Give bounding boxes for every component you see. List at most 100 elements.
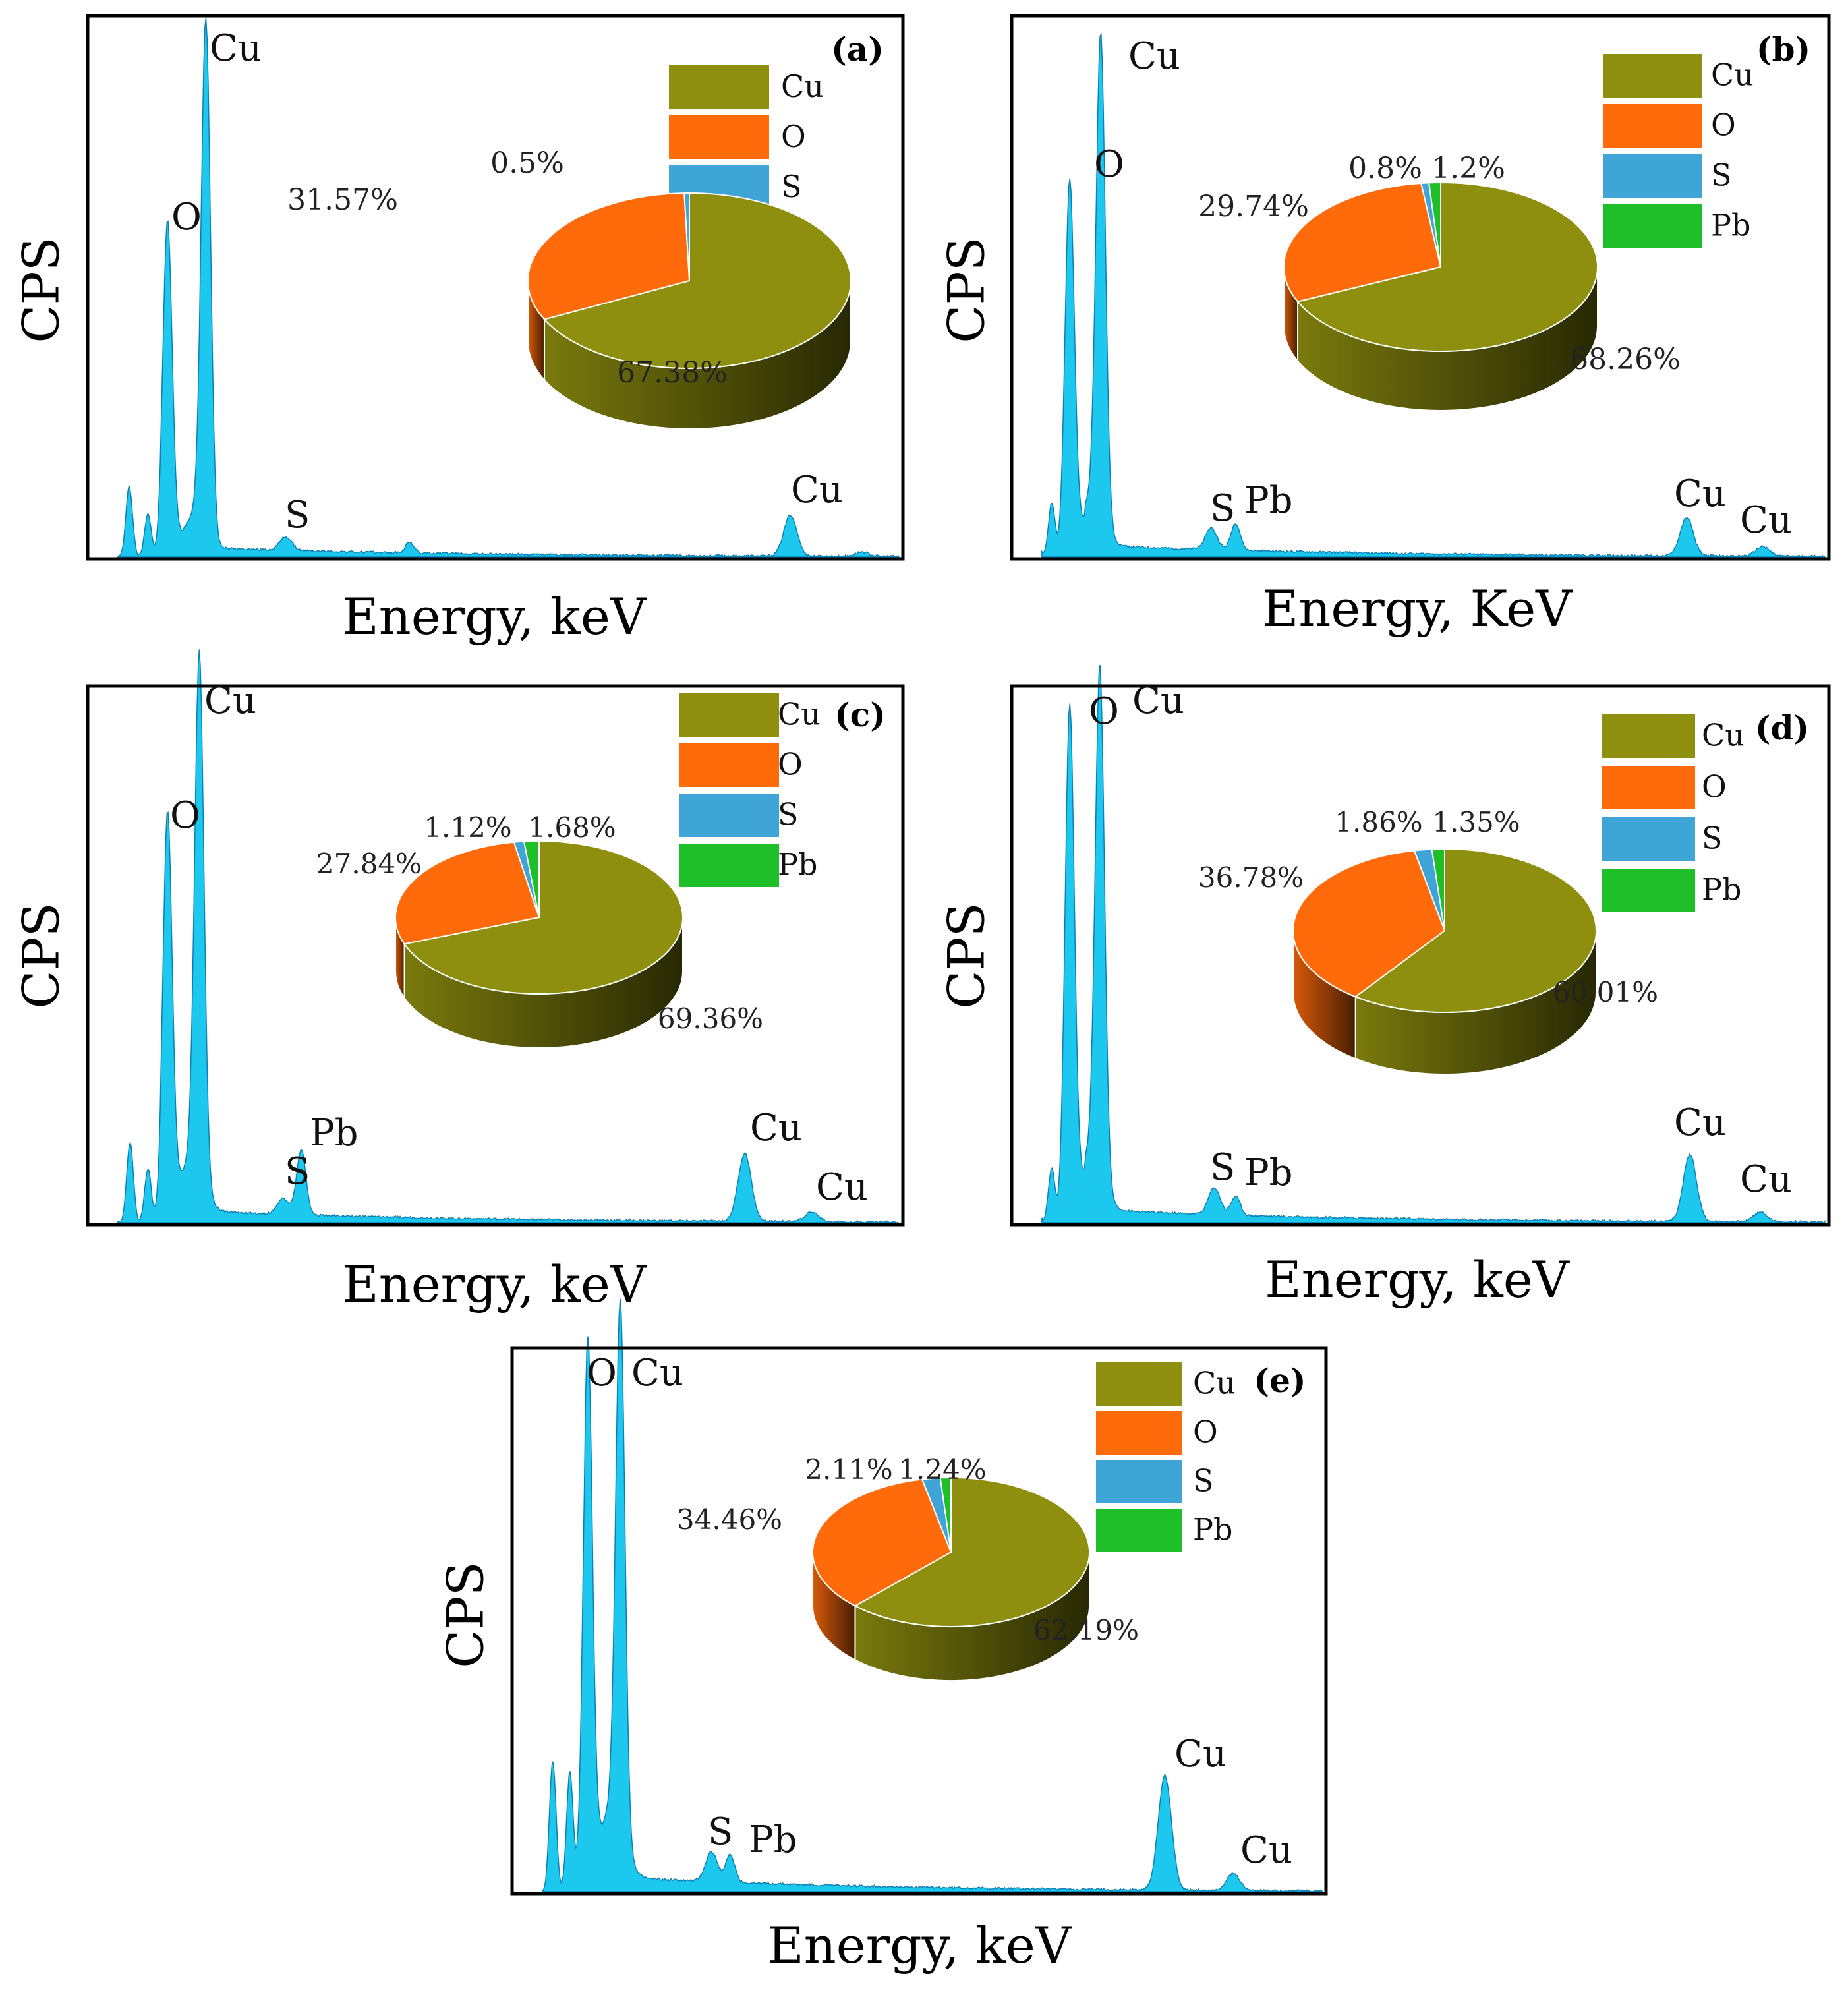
pie-legend: Cu OS Pb <box>1096 1362 1236 1552</box>
legend-swatch-pb <box>1603 204 1702 248</box>
pie-slice-o <box>527 192 691 320</box>
plot-frame <box>86 684 905 1227</box>
legend-label-o: O <box>781 119 806 154</box>
panel-letter: (d) <box>1755 709 1809 747</box>
peak-label-cu: Cu <box>1174 1733 1227 1776</box>
composition-pie: 68.26% 29.74% 0.8% 1.2% <box>1198 152 1681 411</box>
peak-label-o: O <box>171 196 202 239</box>
pie-slice-cu <box>403 840 683 995</box>
legend-label-cu: Cu <box>1711 57 1754 93</box>
peak-label-pb: Pb <box>310 1112 359 1155</box>
legend-swatch-s <box>679 794 779 837</box>
legend-label-o: O <box>1193 1414 1218 1450</box>
legend-label-o: O <box>778 747 803 782</box>
legend-swatch-cu <box>1603 54 1702 98</box>
pie-label-cu: 62.19% <box>1033 1614 1139 1646</box>
legend-swatch-cu <box>1602 714 1695 758</box>
eds-spectrum <box>541 1298 1323 1892</box>
plot-frame <box>86 14 905 561</box>
legend-label-pb: Pb <box>1193 1512 1232 1548</box>
peak-label-cu: Cu <box>631 1352 683 1395</box>
plot-frame <box>1010 14 1831 561</box>
legend-label-s: S <box>778 797 799 832</box>
peak-label-cu: Cu <box>816 1166 868 1209</box>
peak-label-s: S <box>285 1150 310 1193</box>
panel-letter: (a) <box>831 30 884 69</box>
peak-label-s: S <box>1210 1146 1235 1189</box>
legend-label-pb: Pb <box>1711 208 1750 243</box>
legend-label-o: O <box>1702 769 1727 805</box>
legend-swatch-o <box>1603 104 1702 148</box>
legend-swatch-pb <box>1602 869 1695 912</box>
peak-label-pb: Pb <box>1244 479 1293 522</box>
composition-pie: 62.19% 34.46% 2.11% 1.24% <box>677 1453 1139 1681</box>
pie-slice-o <box>1283 182 1442 303</box>
peak-label-o: O <box>1094 143 1124 186</box>
pie-label-o: 29.74% <box>1198 190 1309 223</box>
eds-spectrum <box>1041 664 1826 1223</box>
pie-label-cu: 69.36% <box>658 1002 763 1035</box>
panel-letter: (e) <box>1254 1361 1306 1400</box>
pie-label-pb: 1.2% <box>1431 152 1505 185</box>
legend-label-s: S <box>1711 158 1732 193</box>
pie-slice-o <box>812 1478 952 1607</box>
pie-label-s: 0.5% <box>490 146 564 180</box>
pie-slice-o <box>1292 850 1446 998</box>
peak-label-cu: Cu <box>1132 680 1184 722</box>
peak-label-cu: Cu <box>1740 1158 1792 1201</box>
composition-pie: 69.36% 27.84%1.12% 1.68% <box>316 811 763 1049</box>
pie-label-cu: 67.38% <box>617 356 728 390</box>
pie-label-o: 31.57% <box>287 183 398 217</box>
legend-swatch-pb <box>679 844 779 887</box>
legend-swatch-cu <box>669 65 769 109</box>
legend-label-pb: Pb <box>778 847 817 883</box>
legend-label-cu: Cu <box>778 697 821 732</box>
legend-swatch-pb <box>1096 1509 1182 1552</box>
peak-label-cu: Cu <box>204 680 256 722</box>
y-axis-title: CPS <box>12 237 71 343</box>
composition-pie: 67.38% 31.57% 0.5% <box>287 146 852 430</box>
legend-label-cu: Cu <box>1702 718 1745 753</box>
pie-slice-pb <box>1428 181 1441 268</box>
pie-label-o: 27.84% <box>316 848 422 880</box>
legend-swatch-o <box>669 115 769 159</box>
pie-slice-cu <box>1296 181 1598 352</box>
pie-legend: Cu OS Pb <box>679 693 821 887</box>
pie-label-pb: 1.35% <box>1432 806 1520 838</box>
panel-letter: (b) <box>1756 30 1810 69</box>
peak-label-cu: Cu <box>1674 473 1726 515</box>
legend-swatch-o <box>1602 766 1695 809</box>
peak-label-cu: Cu <box>791 469 843 511</box>
peak-label-s: S <box>708 1811 733 1853</box>
peak-label-cu: Cu <box>210 27 262 70</box>
eds-spectrum <box>1041 32 1826 558</box>
pie-label-pb: 1.68% <box>528 811 616 844</box>
legend-label-s: S <box>1193 1463 1214 1499</box>
peak-label-cu: Cu <box>1740 499 1792 542</box>
plot-frame <box>1010 684 1831 1227</box>
pie-legend: Cu OS Pb <box>1602 714 1745 912</box>
pie-slice-pb <box>1431 848 1445 931</box>
pie-label-s: 0.8% <box>1348 152 1422 185</box>
x-axis-title: Energy, keV <box>342 1255 647 1314</box>
plot-frame <box>510 1346 1328 1896</box>
peak-label-o: O <box>1089 690 1119 733</box>
pie-slice-s <box>683 192 690 281</box>
pie-slice-cu <box>1354 848 1597 1013</box>
legend-label-o: O <box>1711 107 1736 143</box>
eds-spectrum <box>117 17 900 558</box>
legend-swatch-o <box>1096 1411 1182 1455</box>
pie-slice-pb <box>939 1476 952 1553</box>
pie-label-pb: 1.24% <box>898 1453 986 1486</box>
legend-swatch-cu <box>1096 1362 1182 1406</box>
legend-label-s: S <box>781 169 802 204</box>
legend-swatch-s <box>1602 817 1695 861</box>
y-axis-title: CPS <box>937 237 996 343</box>
pie-slice-cu <box>853 1476 1090 1627</box>
pie-legend: Cu OS Pb <box>1603 54 1754 248</box>
pie-label-cu: 68.26% <box>1570 343 1681 376</box>
peak-label-cu: Cu <box>1240 1829 1292 1872</box>
